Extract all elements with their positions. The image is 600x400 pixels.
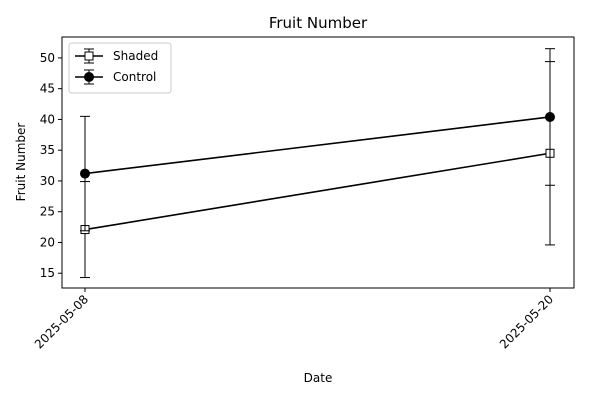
legend-marker: [84, 72, 94, 82]
series-control: [80, 48, 555, 232]
y-tick-label: 35: [40, 143, 55, 157]
data-point: [545, 111, 555, 122]
y-tick-label: 20: [40, 235, 55, 249]
x-axis: 2025-05-08 2025-05-20: [32, 288, 556, 351]
series-line: [84, 152, 551, 231]
legend-label: Control: [113, 70, 156, 84]
y-tick-label: 30: [40, 174, 55, 188]
y-axis-label: Fruit Number: [14, 123, 28, 202]
legend-label: Shaded: [113, 49, 158, 63]
chart-title: Fruit Number: [269, 14, 368, 32]
y-tick-label: 40: [40, 112, 55, 126]
legend: Shaded Control: [68, 42, 172, 94]
y-axis: 15 20 25 30 35 40 45 50: [40, 51, 62, 280]
x-axis-label: Date: [304, 371, 333, 385]
y-tick-label: 45: [40, 82, 55, 96]
legend-marker: [84, 51, 94, 61]
legend-item-shaded: Shaded: [75, 48, 158, 64]
plot-frame: [61, 36, 575, 289]
x-tick-label: 2025-05-20: [497, 292, 556, 351]
x-tick-label: 2025-05-08: [32, 292, 91, 351]
y-tick-label: 25: [40, 205, 55, 219]
series-shaded: [80, 61, 555, 279]
legend-item-control: Control: [75, 69, 156, 85]
data-point: [80, 168, 90, 179]
y-tick-label: 50: [40, 51, 55, 65]
y-tick-label: 15: [40, 266, 55, 280]
series-layer: [80, 48, 555, 279]
series-line: [84, 116, 551, 175]
